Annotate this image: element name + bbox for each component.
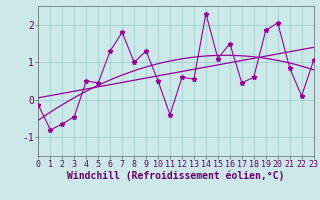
X-axis label: Windchill (Refroidissement éolien,°C): Windchill (Refroidissement éolien,°C) <box>67 171 285 181</box>
